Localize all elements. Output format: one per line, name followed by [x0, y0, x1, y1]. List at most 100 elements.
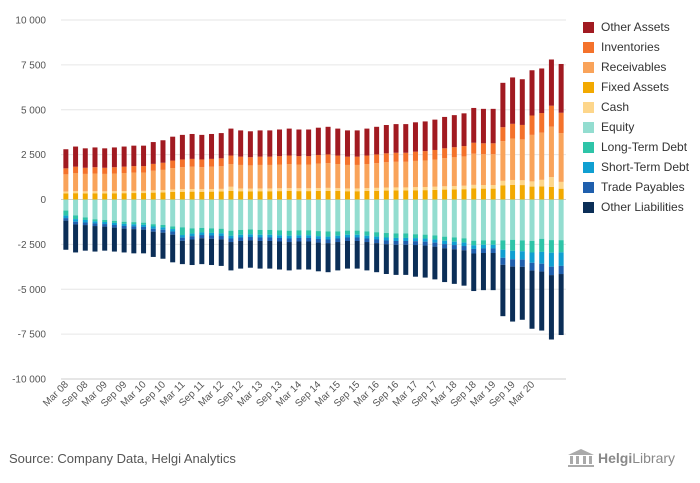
bar-segment: [374, 126, 380, 155]
bar-segment: [170, 160, 176, 169]
bar-segment: [315, 236, 321, 239]
bar-segment: [238, 130, 244, 157]
bar-segment: [344, 230, 350, 235]
bar-segment: [548, 252, 554, 267]
bar-segment: [160, 229, 166, 233]
bar-segment: [73, 219, 79, 222]
bar-segment: [238, 156, 244, 165]
bar-segment: [315, 199, 321, 232]
bar-segment: [490, 244, 496, 249]
bar-segment: [354, 164, 360, 189]
bar-segment: [432, 149, 438, 160]
bar-segment: [558, 112, 564, 134]
bar-segment: [228, 235, 234, 239]
bar-segment: [422, 160, 428, 188]
bar-segment: [519, 199, 525, 241]
bar-segment: [92, 226, 98, 252]
legend-swatch: [583, 61, 594, 73]
bar-segment: [218, 199, 224, 229]
bar-segment: [141, 229, 147, 254]
bar-segment: [335, 235, 341, 239]
bar-segment: [141, 172, 147, 191]
bar-segment: [539, 238, 545, 252]
bar-segment: [529, 199, 535, 241]
bar-segment: [432, 246, 438, 280]
bar-segment: [354, 237, 360, 241]
bar-segment: [306, 235, 312, 238]
bar-segment: [510, 184, 516, 200]
bar-segment: [315, 190, 321, 200]
bar-segment: [170, 199, 176, 227]
bar-segment: [160, 224, 166, 228]
y-tick-label: 5 000: [21, 105, 46, 116]
bar-segment: [374, 154, 380, 164]
bar-segment: [315, 188, 321, 191]
bar-segment: [529, 181, 535, 187]
bar-segment: [500, 257, 506, 265]
bar-segment: [199, 238, 205, 265]
bar-segment: [209, 189, 215, 192]
bar-segment: [529, 186, 535, 200]
bar-segment: [63, 191, 69, 194]
legend-item-fixed-assets[interactable]: Fixed Assets: [583, 77, 689, 97]
bar-segment: [277, 156, 283, 165]
bar-segment: [412, 151, 418, 161]
bar-segment: [218, 166, 224, 189]
bar-segment: [548, 266, 554, 276]
bar-segment: [102, 219, 108, 223]
bar-segment: [121, 191, 127, 194]
bar-segment: [189, 233, 195, 237]
bar-segment: [150, 199, 156, 225]
bar-segment: [393, 240, 399, 245]
bar-segment: [296, 238, 302, 242]
library-building-icon: [568, 449, 594, 467]
bar-segment: [461, 238, 467, 243]
legend-item-long-term-debt[interactable]: Long-Term Debt: [583, 137, 689, 157]
legend-label: Other Assets: [601, 20, 670, 34]
bar-segment: [344, 191, 350, 200]
bar-segment: [296, 191, 302, 200]
legend-item-trade-payables[interactable]: Trade Payables: [583, 177, 689, 197]
bar-segment: [325, 126, 331, 155]
bar-segment: [529, 70, 535, 116]
bar-segment: [82, 167, 88, 174]
legend-label: Short-Term Debt: [601, 160, 690, 174]
legend-item-short-term-debt[interactable]: Short-Term Debt: [583, 157, 689, 177]
bar-segment: [558, 240, 564, 253]
bar-segment: [199, 199, 205, 228]
legend-item-other-liabilities[interactable]: Other Liabilities: [583, 197, 689, 217]
brand-name-rest: Library: [632, 450, 676, 466]
bar-segment: [364, 128, 370, 156]
bar-segment: [238, 229, 244, 235]
bar-segment: [500, 249, 506, 258]
legend-item-cash[interactable]: Cash: [583, 97, 689, 117]
bar-segment: [306, 199, 312, 231]
legend-item-other-assets[interactable]: Other Assets: [583, 17, 689, 37]
bar-segment: [442, 248, 448, 283]
bar-segment: [189, 191, 195, 200]
bar-segment: [422, 245, 428, 278]
bar-segment: [218, 133, 224, 159]
bar-segment: [150, 190, 156, 193]
legend-item-receivables[interactable]: Receivables: [583, 57, 689, 77]
bar-segment: [92, 193, 98, 200]
bar-segment: [131, 199, 137, 223]
bar-segment: [490, 188, 496, 200]
legend-item-inventories[interactable]: Inventories: [583, 37, 689, 57]
bar-segment: [277, 235, 283, 238]
bar-segment: [267, 130, 273, 157]
bar-segment: [209, 232, 215, 236]
bar-segment: [179, 235, 185, 238]
bar-segment: [422, 241, 428, 246]
bar-segment: [471, 153, 477, 185]
bar-segment: [170, 226, 176, 230]
bar-segment: [111, 167, 117, 174]
bar-segment: [267, 229, 273, 235]
bar-segment: [131, 166, 137, 173]
bar-segment: [354, 130, 360, 157]
bar-segment: [500, 264, 506, 317]
bar-segment: [335, 164, 341, 189]
brand-logo[interactable]: Helgi Library: [568, 449, 675, 467]
legend-item-equity[interactable]: Equity: [583, 117, 689, 137]
